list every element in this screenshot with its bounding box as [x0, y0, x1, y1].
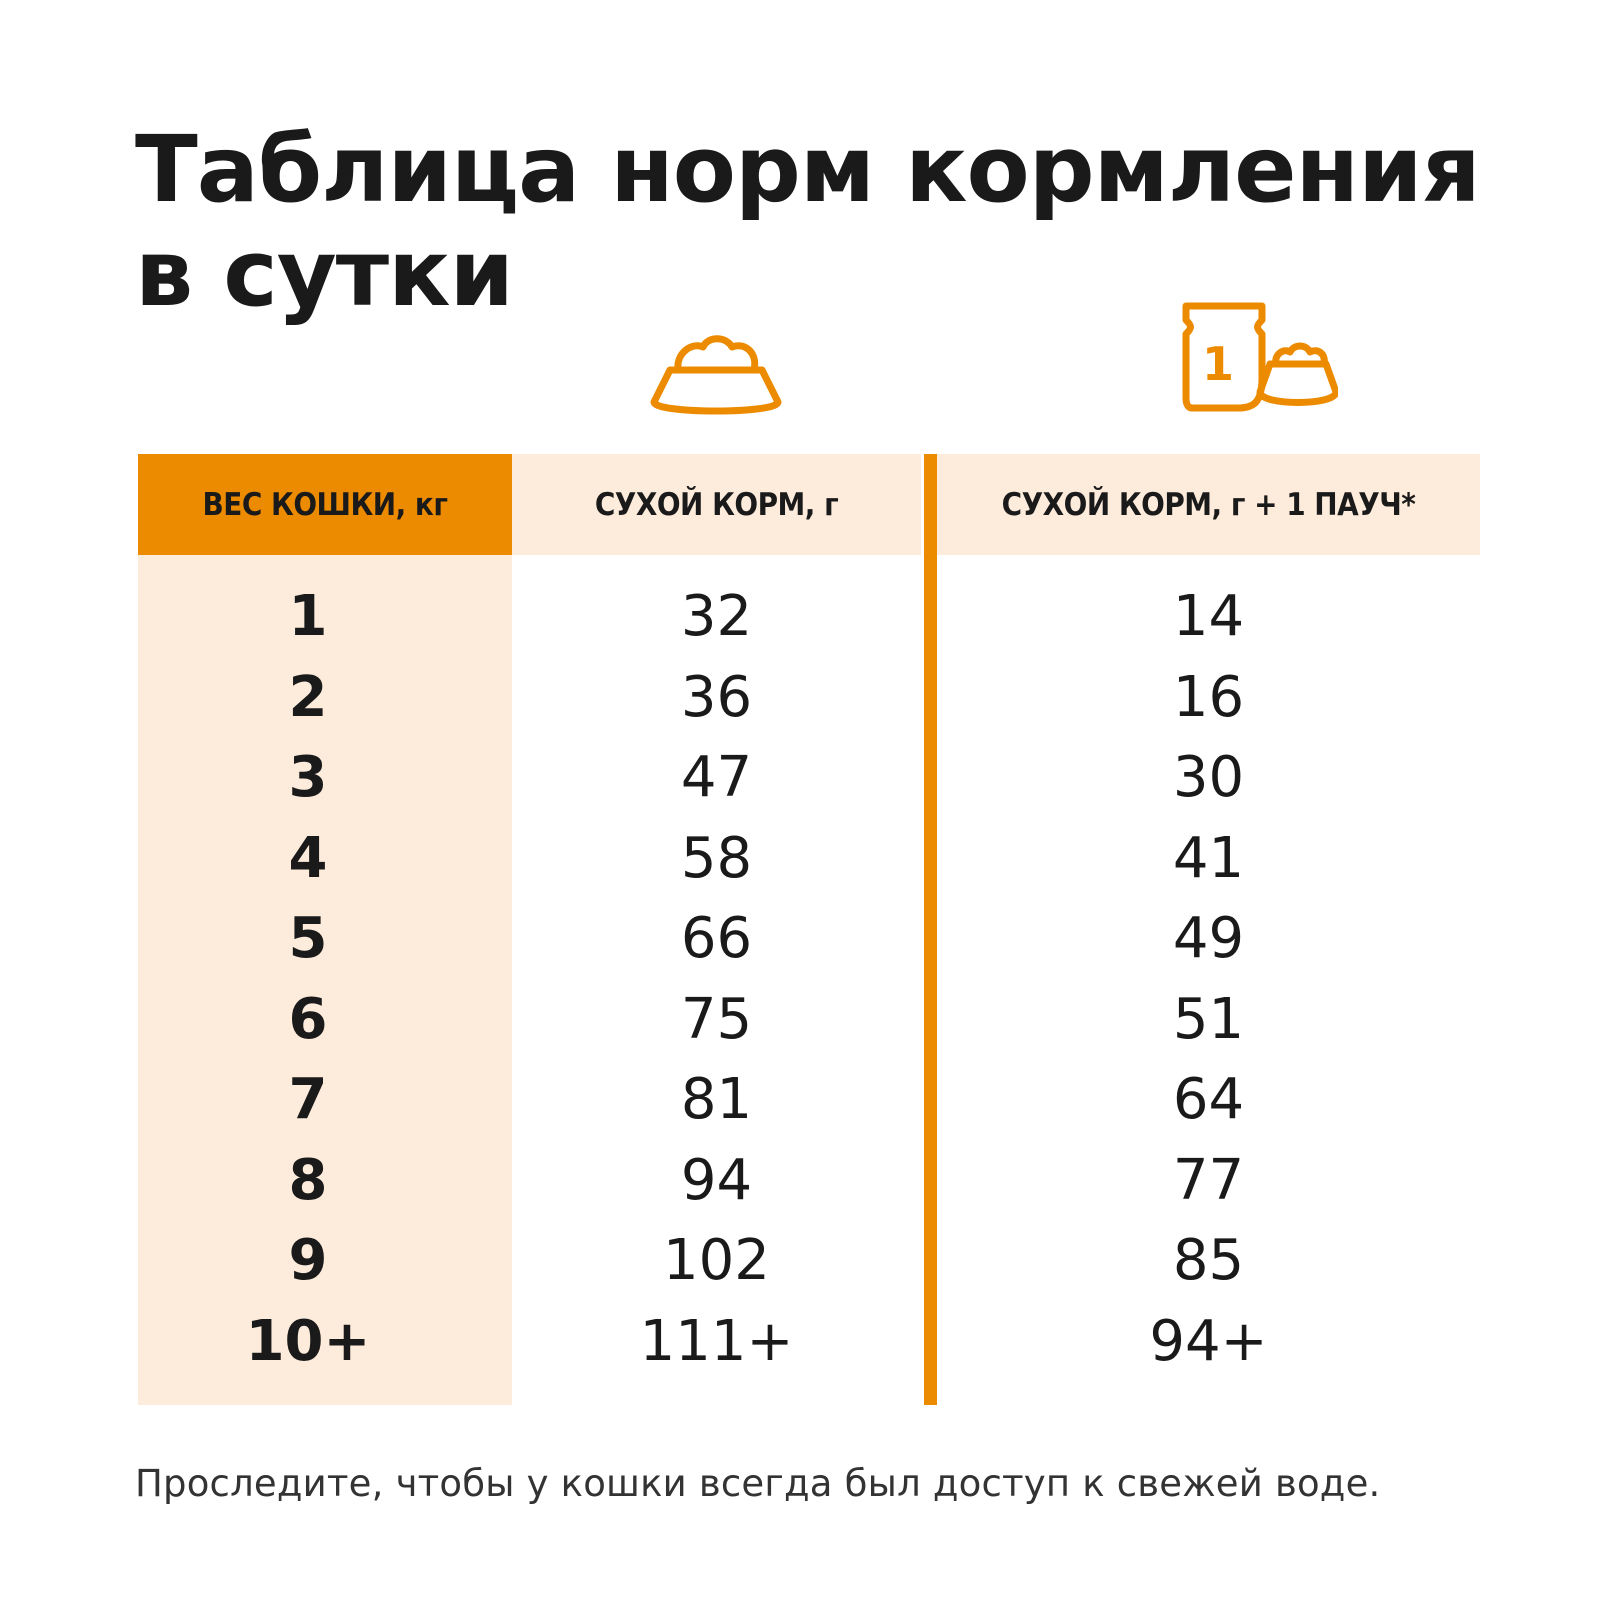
food-bowl-icon — [650, 335, 782, 415]
dry-food-cell: 75 — [680, 986, 753, 1052]
weight-cell: 9 — [288, 1228, 328, 1293]
water-note: Проследите, чтобы у кошки всегда был дос… — [135, 1462, 1381, 1505]
dry-food-cell: 66 — [680, 906, 753, 971]
dry-food-cell: 94 — [680, 1147, 753, 1213]
table-row: 8 94 77 — [0, 1141, 1600, 1222]
table-row: 5 66 49 — [0, 899, 1600, 980]
weight-cell: 6 — [288, 986, 328, 1052]
weight-cell: 10+ — [245, 1308, 371, 1374]
weight-cell: 4 — [288, 825, 328, 891]
dry-food-cell: 36 — [680, 664, 753, 730]
dry-food-cell: 111+ — [639, 1308, 794, 1374]
weight-column-background — [138, 555, 512, 1405]
table-row: 10+ 111+ 94+ — [0, 1302, 1600, 1383]
mixed-food-cell: 16 — [1172, 664, 1245, 730]
dry-food-cell: 81 — [680, 1067, 753, 1132]
table-row: 3 47 30 — [0, 738, 1600, 819]
mixed-food-cell: 41 — [1172, 825, 1245, 891]
table-row: 2 36 16 — [0, 658, 1600, 739]
dry-food-cell: 32 — [680, 584, 753, 649]
weight-cell: 2 — [288, 664, 328, 730]
weight-cell: 8 — [288, 1147, 328, 1213]
column-divider — [924, 454, 937, 1405]
table-row: 9 102 85 — [0, 1221, 1600, 1302]
table-row: 4 58 41 — [0, 819, 1600, 900]
dry-food-cell: 58 — [680, 825, 753, 891]
mixed-food-cell: 51 — [1172, 986, 1245, 1052]
mixed-food-cell: 49 — [1172, 906, 1245, 971]
weight-cell: 3 — [288, 745, 328, 810]
header-weight: ВЕС КОШКИ, кг — [138, 454, 512, 555]
weight-cell: 1 — [288, 584, 328, 649]
page-title: Таблица норм кормления в сутки — [135, 116, 1481, 327]
mixed-food-cell: 85 — [1172, 1228, 1245, 1293]
weight-cell: 7 — [288, 1067, 328, 1132]
mixed-food-cell: 14 — [1172, 584, 1245, 649]
table-row: 6 75 51 — [0, 980, 1600, 1061]
mixed-food-cell: 64 — [1172, 1067, 1245, 1132]
header-dry-food: СУХОЙ КОРМ, г — [512, 454, 921, 555]
mixed-food-cell: 77 — [1172, 1147, 1245, 1213]
mixed-food-cell: 30 — [1172, 745, 1245, 810]
mixed-food-cell: 94+ — [1149, 1308, 1268, 1374]
pouch-number-label: 1 — [1202, 337, 1234, 391]
pouch-and-bowl-icon: 1 — [1182, 302, 1338, 412]
table-body: 1 32 14 2 36 16 3 47 30 4 58 41 5 66 49 … — [0, 577, 1600, 1382]
dry-food-cell: 102 — [663, 1228, 770, 1293]
weight-cell: 5 — [288, 906, 328, 971]
table-row: 7 81 64 — [0, 1060, 1600, 1141]
dry-food-cell: 47 — [680, 745, 753, 810]
table-row: 1 32 14 — [0, 577, 1600, 658]
header-dry-plus-pouch: СУХОЙ КОРМ, г + 1 ПАУЧ* — [937, 454, 1480, 555]
